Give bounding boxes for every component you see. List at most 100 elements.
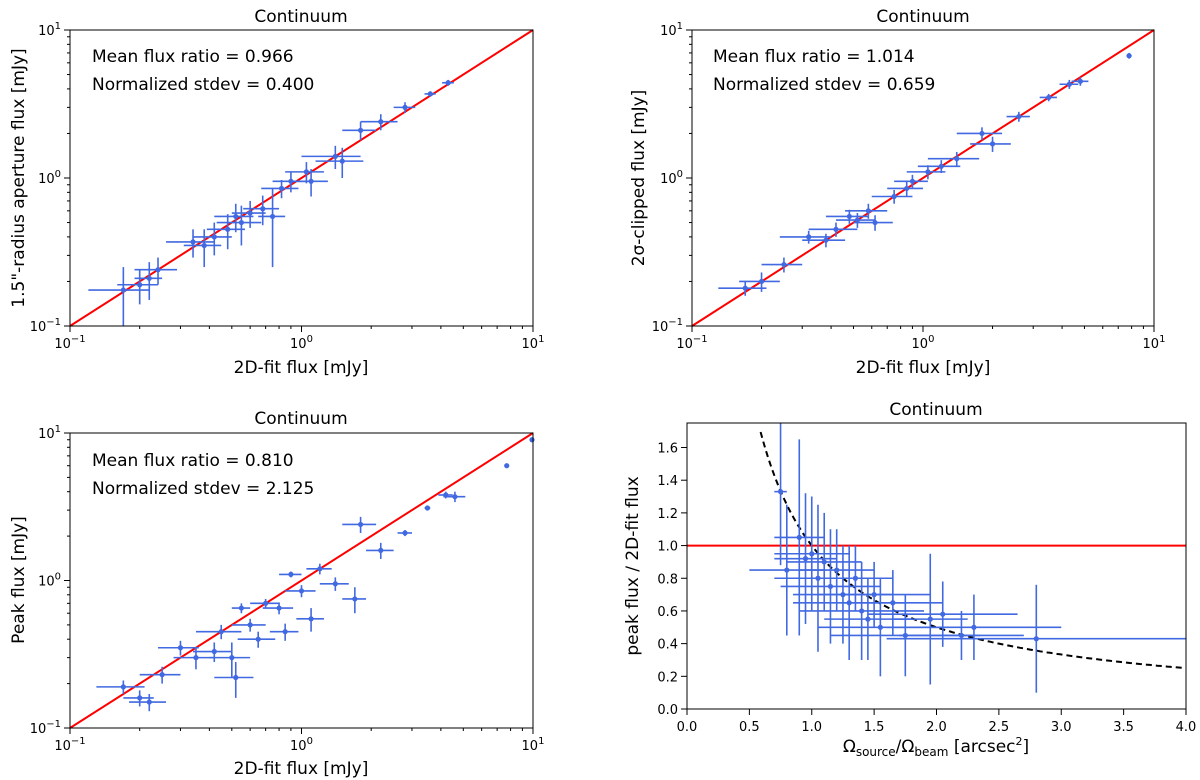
x-label-sup-2: 2 [1016,735,1023,748]
data-point-20 [306,563,332,575]
tick-exponent: 1 [55,21,61,32]
point-marker [190,239,196,245]
data-point-16 [269,623,299,641]
point-marker [452,494,458,500]
panel-title: Continuum [254,7,347,27]
y-axis-label: peak flux / 2D-fit flux [623,476,643,655]
data-point-19 [1006,111,1030,122]
data-point-5 [774,496,850,611]
tick-base: 10 [54,739,71,754]
model-curve [759,431,1185,669]
point-marker [865,208,871,214]
data-point-8 [195,624,242,640]
point-marker [352,596,358,602]
y-tick-label: 100 [660,169,683,187]
point-marker [159,672,165,678]
tick-group: 0.0 0.5 1.0 1.5 2.0 2.5 3.0 3.5 4.0 0.0 0.2 0.4 0.6 0… [657,442,1196,735]
data-point-11 [871,189,913,204]
point-marker [211,234,217,240]
point-marker [255,636,261,642]
one-to-one-line [691,29,1155,327]
data-point-1 [96,680,145,695]
point-marker [402,530,408,536]
point-marker [332,153,338,159]
y-tick-label: 0.6 [657,605,678,620]
data-point-12 [817,545,893,611]
y-tick-label: 0.4 [657,638,678,653]
point-marker [278,185,285,192]
tick-base: 10 [522,337,539,352]
point-marker [529,437,535,443]
data-point-16 [285,162,324,184]
one-to-one-line [69,29,534,327]
mean-ratio-label: Mean flux ratio = 0.966 [92,47,294,67]
tick-exponent: 1 [1159,334,1165,345]
x-label-units: [arcsec [948,737,1015,757]
point-marker [218,629,224,635]
point-marker [357,127,364,133]
tick-base: 10 [290,739,307,754]
tick-base: 10 [652,320,669,335]
point-marker [282,629,288,635]
tick-base: 10 [676,337,693,352]
data-point-7 [786,512,862,611]
data-point-4 [134,257,178,285]
point-marker [865,616,871,622]
point-marker [1016,113,1022,120]
point-marker [904,185,910,192]
point-marker [303,169,310,175]
data-point-10 [214,662,254,698]
point-marker [854,217,860,223]
data-point-18 [970,136,1011,152]
point-marker [1033,636,1039,642]
tick-exponent: −1 [71,334,86,345]
point-marker [742,285,748,291]
data-point-14 [261,179,299,199]
data-marks [69,29,534,327]
point-marker [877,624,883,630]
point-marker [821,559,827,565]
data-point-7 [193,642,232,663]
data-point-17 [290,169,328,197]
point-marker [120,287,126,293]
x-tick-label: 101 [1143,334,1166,352]
point-marker [989,141,996,147]
y-tick-label: 100 [38,572,61,590]
data-point-12 [231,618,266,632]
point-marker [891,193,897,200]
point-marker [120,684,126,690]
point-marker [137,695,143,701]
y-axis-label: Peak flux [mJy] [9,516,29,644]
x-tick-label: 4.0 [1176,720,1197,735]
point-marker [155,267,161,273]
x-tick-label: 3.5 [1113,720,1134,735]
point-marker [777,489,784,495]
point-marker [276,605,282,611]
data-point-13 [237,631,276,648]
data-point-11 [231,603,251,614]
tick-exponent: 1 [538,334,544,345]
y-tick-label: 100 [38,169,61,187]
point-marker [504,463,510,469]
data-point-3 [761,257,803,273]
point-marker [781,261,787,268]
x-label-bracket: ] [1023,737,1030,757]
tick-base: 10 [38,427,55,442]
data-point-26 [424,505,431,511]
point-marker [852,575,859,581]
point-marker [225,226,231,232]
x-axis-label: Ωsource/Ωbeam [arcsec2] [843,735,1029,759]
data-point-3 [129,694,167,712]
point-marker [317,566,323,572]
data-point-9 [209,642,251,678]
data-marks [69,432,535,729]
mean-ratio-label: Mean flux ratio = 0.810 [92,451,294,471]
point-marker [308,616,314,622]
x-tick-label: 2.0 [926,720,947,735]
point-marker [834,567,840,573]
x-tick-label: 10−1 [54,334,85,352]
tick-exponent: 0 [307,736,313,747]
data-point-8 [835,213,876,228]
y-tick-label: 1.2 [657,507,678,522]
